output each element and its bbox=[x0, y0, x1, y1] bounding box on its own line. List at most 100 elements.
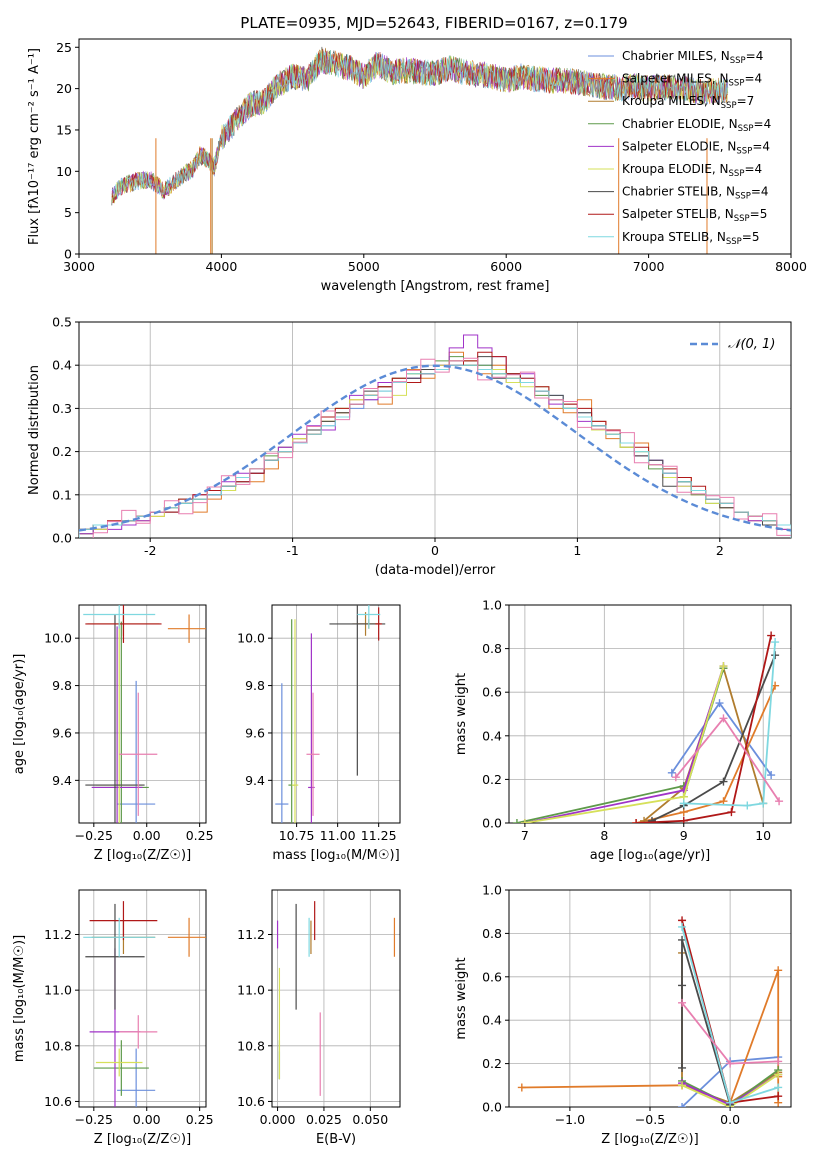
axes-frame bbox=[78, 889, 207, 1108]
x-tick-label: 4000 bbox=[205, 259, 237, 274]
weight-marker bbox=[775, 797, 784, 806]
weight-marker bbox=[715, 699, 724, 708]
weight-marker bbox=[774, 1083, 783, 1092]
weight-line bbox=[643, 665, 765, 822]
weight-marker bbox=[767, 631, 776, 640]
x-tick-label: 0.050 bbox=[352, 1112, 388, 1127]
weight-marker bbox=[771, 638, 780, 647]
figure-title: PLATE=0935, MJD=52643, FIBERID=0167, z=0… bbox=[240, 14, 627, 32]
x-tick-label: 7000 bbox=[633, 259, 665, 274]
y-tick-label: 10.0 bbox=[44, 631, 72, 646]
errorbar-point bbox=[167, 917, 206, 957]
x-tick-label: 0.00 bbox=[133, 1112, 161, 1127]
errorbar-point bbox=[375, 607, 382, 641]
weight-marker bbox=[679, 816, 688, 823]
weight-line bbox=[683, 642, 776, 807]
weight-marker bbox=[512, 819, 521, 823]
weight-marker bbox=[678, 998, 687, 1007]
y-tick-label: 10.8 bbox=[237, 1038, 265, 1053]
errorbar-point bbox=[275, 683, 289, 823]
x-tick-label: -2 bbox=[144, 543, 156, 558]
weight-marker bbox=[678, 1103, 687, 1107]
errorbar-point bbox=[85, 605, 162, 643]
weight-marker bbox=[640, 816, 649, 823]
legend-label: Salpeter ELODIE, NSSP=4 bbox=[622, 139, 770, 156]
age-weight-plot: 7 8 9 10 0.0 0.2 0.4 0.6 0.8 1.0 age [log₁₀(age/yr… bbox=[454, 598, 792, 863]
weight-line bbox=[681, 939, 731, 1106]
x-tick-label: 0.25 bbox=[186, 1112, 214, 1127]
errorbar-points bbox=[83, 605, 206, 823]
z-age-plot: −0.25 0.00 0.25 9.4 9.6 9.8 10.0 Z [log₁₀(Z/Z☉)… bbox=[12, 604, 214, 863]
errorbar-point bbox=[306, 692, 320, 816]
y-tick-label: 11.2 bbox=[237, 927, 265, 942]
x-tick-label: 7 bbox=[521, 828, 529, 843]
errorbar-point bbox=[357, 605, 381, 629]
axes-frame bbox=[271, 889, 401, 1108]
y-tick-label: 9.8 bbox=[245, 678, 265, 693]
x-axis-label: Z [log₁₀(Z/Z☉)] bbox=[601, 1132, 698, 1147]
weight-marker bbox=[520, 819, 529, 823]
x-tick-label: 6000 bbox=[490, 259, 522, 274]
y-tick-label: 10.6 bbox=[44, 1094, 72, 1109]
x-tick-label: 2 bbox=[716, 543, 724, 558]
legend-label: 𝒩(0, 1) bbox=[728, 337, 775, 352]
y-axis-label: mass [log₁₀(M/M☉)] bbox=[12, 935, 27, 1062]
x-tick-label: 0.000 bbox=[260, 1112, 296, 1127]
y-tick-label: 15 bbox=[56, 122, 72, 137]
errorbar-point bbox=[85, 614, 145, 823]
weight-marker bbox=[774, 966, 783, 975]
x-tick-label: 8000 bbox=[775, 259, 807, 274]
z-weight-plot: −1.0 −0.5 0.0 0.0 0.2 0.4 0.6 0.8 1.0 Z [log₁₀(Z/… bbox=[454, 883, 792, 1147]
x-tick-label: −0.25 bbox=[75, 1112, 113, 1127]
x-tick-label: −1.0 bbox=[555, 1112, 585, 1127]
residuals-plot: -2 -1 0 1 2 0.0 0.1 0.2 0.3 0.4 0.5 (data-model)/er… bbox=[27, 315, 792, 578]
weight-marker bbox=[726, 1098, 735, 1107]
x-tick-label: −0.5 bbox=[635, 1112, 665, 1127]
y-tick-label: 9.8 bbox=[52, 678, 72, 693]
mass-age-plot: 10.75 11.00 11.25 9.4 9.6 9.8 10.0 mass [log₁₀(… bbox=[237, 604, 401, 863]
x-tick-label: 0.00 bbox=[133, 828, 161, 843]
weight-series bbox=[517, 916, 783, 1107]
x-axis-label: Z [log₁₀(Z/Z☉)] bbox=[94, 1132, 191, 1147]
weight-marker bbox=[726, 1059, 735, 1068]
y-tick-label: 0.4 bbox=[482, 728, 502, 743]
y-tick-label: 0.2 bbox=[482, 772, 502, 787]
chart-layer: 3000 4000 5000 6000 7000 80000510152025wavele… bbox=[12, 38, 807, 1147]
y-tick-label: 9.6 bbox=[245, 725, 265, 740]
weight-marker bbox=[647, 816, 656, 823]
x-tick-label: 5000 bbox=[348, 259, 380, 274]
x-tick-label: 0 bbox=[431, 543, 439, 558]
y-axis-label: mass weight bbox=[454, 957, 469, 1039]
histogram-series bbox=[79, 357, 791, 538]
weight-series bbox=[512, 631, 784, 823]
axes-frame bbox=[78, 38, 792, 255]
ebv-mass-plot: 0.000 0.025 0.050 10.6 10.8 11.0 11.2 E(B-V) bbox=[237, 889, 401, 1147]
x-axis-label: age [log₁₀(age/yr)] bbox=[590, 848, 711, 863]
weight-marker bbox=[517, 1083, 526, 1092]
legend-label: Chabrier MILES, NSSP=4 bbox=[622, 49, 763, 66]
x-tick-label: 11.25 bbox=[361, 828, 397, 843]
y-tick-label: 20 bbox=[56, 81, 72, 96]
weight-marker bbox=[678, 922, 687, 931]
y-tick-label: 10.6 bbox=[237, 1094, 265, 1109]
x-tick-label: 10.75 bbox=[279, 828, 315, 843]
errorbar-points bbox=[275, 605, 386, 823]
x-tick-label: 8 bbox=[600, 828, 608, 843]
errorbar-point bbox=[93, 1040, 149, 1096]
weight-marker bbox=[719, 662, 728, 671]
weight-line bbox=[636, 635, 772, 823]
weight-marker bbox=[774, 1070, 783, 1079]
x-tick-label: 1 bbox=[573, 543, 581, 558]
weight-marker bbox=[678, 981, 687, 990]
errorbar-point bbox=[83, 917, 156, 957]
x-axis-label: (data-model)/error bbox=[375, 563, 496, 578]
y-tick-label: 10.0 bbox=[237, 631, 265, 646]
weight-marker bbox=[774, 1057, 783, 1066]
y-tick-label: 9.6 bbox=[52, 725, 72, 740]
x-tick-label: 3000 bbox=[63, 259, 95, 274]
y-tick-label: 9.4 bbox=[52, 773, 72, 788]
y-tick-label: 0.8 bbox=[482, 641, 502, 656]
normal-reference-curve bbox=[79, 364, 791, 532]
x-tick-label: 9 bbox=[680, 828, 688, 843]
